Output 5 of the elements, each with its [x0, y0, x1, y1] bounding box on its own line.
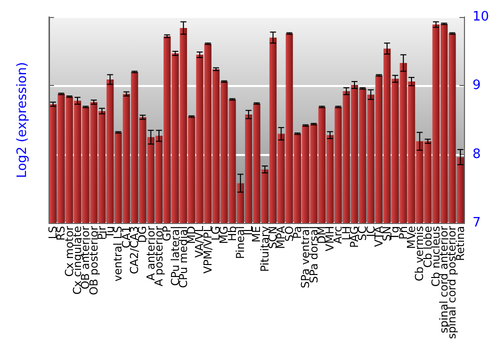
y-tick-label: 10 [472, 10, 490, 24]
y-axis-title: Log2 (expression) [15, 62, 30, 178]
y-tick-label: 7 [472, 216, 481, 231]
y-tick-label: 8 [472, 146, 481, 162]
y-tick-label: 9 [472, 78, 481, 94]
